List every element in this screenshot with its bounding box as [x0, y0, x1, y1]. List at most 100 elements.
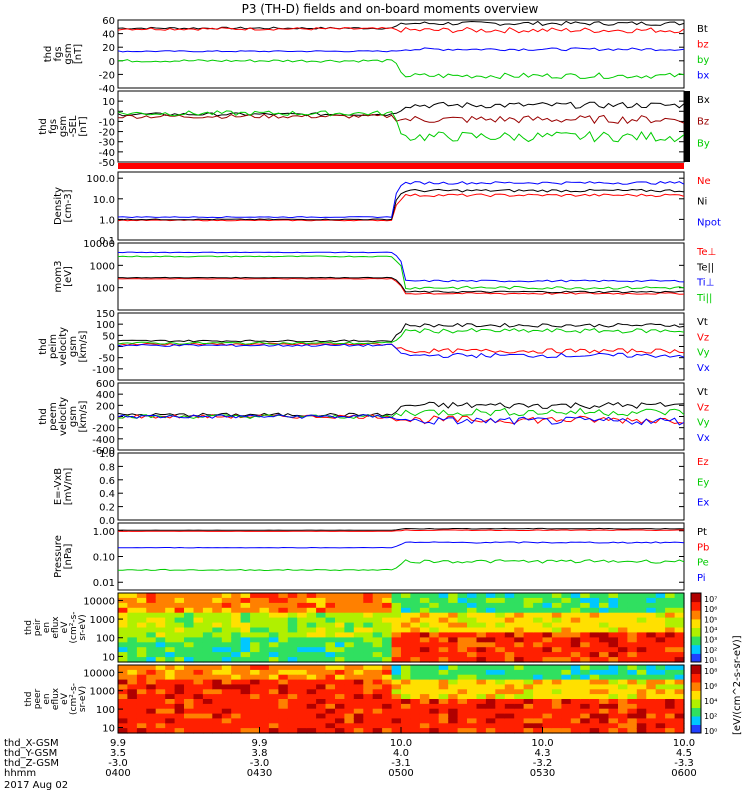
colorbar-cell [691, 690, 701, 700]
colorbar-cell [691, 682, 701, 691]
spec-cell [665, 699, 676, 705]
spec-cell [193, 708, 204, 715]
spec-cell [523, 703, 534, 710]
spec-cell [485, 652, 496, 658]
ylabel: thd [38, 408, 49, 425]
spec-cell [401, 602, 411, 609]
spec-cell [287, 652, 298, 658]
spec-cell [268, 593, 279, 599]
spec-cell [165, 612, 176, 619]
spec-cell [193, 723, 204, 729]
spec-cell [372, 718, 383, 724]
spec-cell [580, 642, 591, 648]
spec-cell [495, 694, 506, 700]
spec-cell [155, 684, 166, 690]
spec-cell [382, 694, 393, 700]
spec-cell [127, 723, 138, 729]
spec-cell [165, 593, 176, 599]
colorbar-tick: 10⁶ [704, 605, 717, 614]
spec-cell [410, 679, 421, 686]
spec-cell [268, 703, 279, 710]
spec-cell [476, 674, 487, 681]
series-Bz [117, 113, 685, 125]
ytick-label: -30 [99, 138, 115, 149]
spec-cell [618, 597, 628, 604]
spec-cell [353, 694, 364, 700]
spec-cell [410, 674, 421, 681]
spec-cell [599, 723, 610, 729]
legend-item: Bt [697, 24, 708, 35]
spec-cell [193, 647, 204, 653]
spec-cell [382, 593, 393, 599]
spec-cell [391, 612, 402, 619]
spec-cell [297, 694, 308, 700]
legend-item: Ti⊥ [696, 278, 714, 289]
spec-cell [193, 694, 204, 700]
series-bx [118, 58, 685, 80]
spec-cell [599, 652, 610, 658]
spec-cell [287, 647, 298, 653]
spec-cell [146, 593, 157, 599]
spec-cell [297, 689, 308, 695]
spec-cell [212, 703, 223, 710]
spec-cell [240, 597, 251, 604]
spec-cell [344, 684, 355, 690]
ylabel: velocity [58, 397, 69, 436]
spec-cell [316, 728, 327, 734]
spec-cell [467, 612, 477, 619]
ylabel: [nT] [78, 116, 89, 136]
spec-cell [533, 718, 544, 724]
spec-cell [476, 713, 487, 720]
ytick-label: 10 [102, 652, 115, 663]
spec-cell [608, 713, 619, 720]
spec-cell [401, 694, 411, 700]
legend-item: Te⊥ [696, 247, 716, 258]
spec-cell [165, 632, 176, 638]
spec-cell [410, 612, 421, 619]
spec-cell [401, 665, 411, 671]
spec-cell [231, 617, 242, 624]
ytick-label: 0.6 [99, 476, 115, 487]
spec-cell [419, 622, 430, 629]
spec-cell [608, 718, 619, 724]
ytick-label: 1.00 [93, 527, 115, 538]
spec-cell [627, 617, 638, 624]
spec-cell [570, 708, 581, 715]
spec-cell [504, 597, 515, 604]
spec-cell [250, 713, 261, 720]
ytick-label: 0 [109, 57, 115, 68]
spec-cell [363, 703, 374, 710]
spec-cell [344, 632, 355, 638]
spec-cell [231, 602, 242, 609]
spec-cell [382, 703, 393, 710]
spec-cell [627, 723, 638, 729]
spec-cell [589, 637, 600, 643]
spec-cell [335, 617, 345, 624]
spec-cell [136, 723, 147, 729]
spec-cell [391, 699, 402, 705]
spec-cell [372, 593, 383, 599]
spec-cell [608, 593, 619, 599]
spec-cell [570, 679, 581, 686]
spec-cell [240, 728, 251, 734]
spec-cell [391, 708, 402, 715]
spec-cell [202, 694, 213, 700]
spec-cell [457, 622, 468, 629]
spec-cell [646, 652, 657, 658]
spec-cell [467, 632, 477, 638]
spec-cell [297, 728, 308, 734]
spec-cell [278, 627, 289, 633]
spec-cell [174, 694, 185, 700]
spec-cell [372, 699, 383, 705]
spec-cell [297, 674, 308, 681]
spec-cell [335, 632, 345, 638]
spec-cell [268, 684, 279, 690]
spec-cell [155, 713, 166, 720]
spec-cell [438, 713, 449, 720]
ytick-label: 100 [96, 320, 115, 331]
spec-cell [467, 627, 477, 633]
spec-cell [533, 689, 544, 695]
spec-cell [495, 617, 506, 624]
